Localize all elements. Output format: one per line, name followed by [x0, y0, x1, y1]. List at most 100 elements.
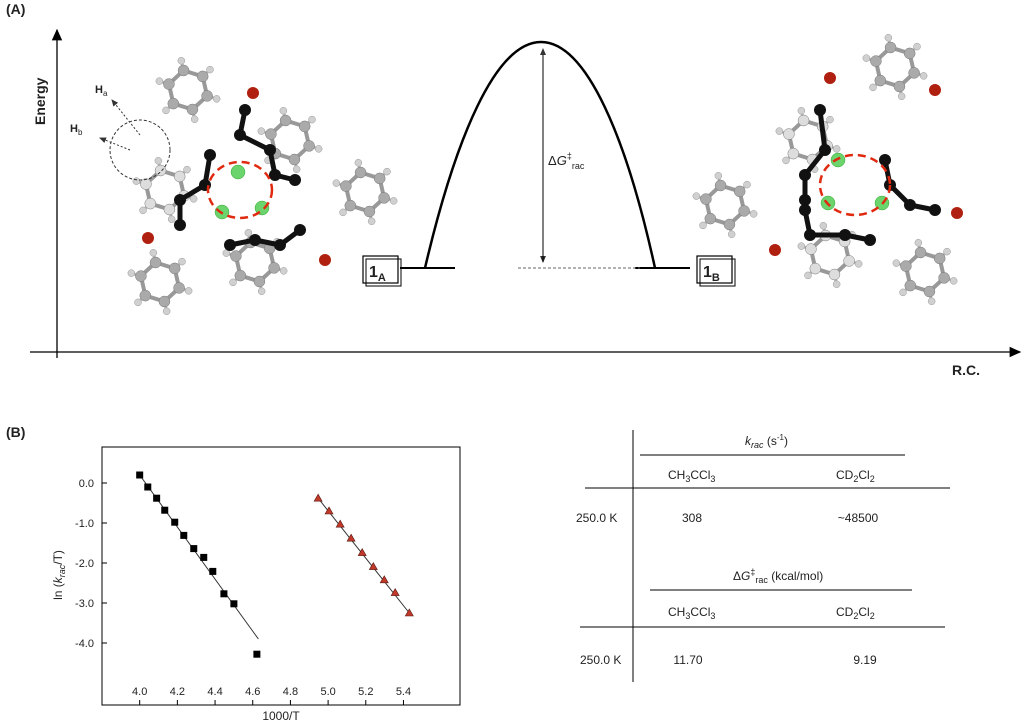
x-tick-label: 5.0	[320, 686, 335, 698]
column-header: CH3CCl3	[668, 605, 715, 621]
point	[313, 493, 323, 502]
point	[180, 531, 188, 539]
h-arrow	[99, 137, 131, 151]
atom	[184, 287, 193, 295]
atom	[224, 239, 236, 251]
atom	[257, 287, 266, 296]
atom	[783, 128, 795, 140]
atom	[929, 204, 941, 216]
x-axis-label: R.C.	[952, 362, 980, 378]
atom	[919, 72, 928, 80]
atom	[234, 129, 246, 141]
state-b-label: 1B	[703, 264, 720, 284]
atom	[127, 269, 136, 277]
point	[335, 519, 345, 528]
atom	[269, 169, 281, 181]
atom	[257, 127, 266, 135]
atom	[738, 205, 750, 217]
atom	[927, 297, 936, 306]
atom	[892, 259, 901, 267]
atom	[923, 285, 936, 298]
atom	[268, 262, 280, 274]
x-tick-label: 5.2	[358, 686, 373, 698]
atom	[239, 104, 251, 116]
atom	[714, 171, 723, 180]
highlight-circle	[109, 119, 171, 181]
atom	[900, 260, 912, 272]
panel-label: (B)	[6, 424, 25, 440]
atom	[723, 218, 736, 231]
atom	[177, 64, 190, 77]
x-tick-label: 4.8	[283, 686, 298, 698]
atom	[189, 195, 198, 203]
atom	[139, 206, 147, 215]
point	[200, 553, 208, 561]
atom	[904, 199, 916, 211]
point	[171, 518, 179, 526]
atom	[869, 83, 877, 92]
y-tick-label: -4.0	[75, 638, 94, 650]
atom	[854, 260, 863, 268]
point	[136, 471, 144, 479]
atom	[163, 78, 175, 90]
x-tick-label: 4.6	[245, 686, 260, 698]
atom	[832, 145, 841, 153]
atom	[914, 246, 927, 259]
atom	[139, 289, 152, 302]
point	[209, 567, 217, 575]
atom	[775, 127, 784, 135]
h-b-label: Hb	[70, 123, 83, 137]
point	[190, 545, 198, 553]
atom	[914, 238, 923, 247]
atom	[249, 234, 261, 246]
point	[253, 650, 261, 658]
atom	[383, 167, 391, 176]
atom	[314, 145, 323, 153]
atom	[354, 158, 363, 167]
atom	[274, 239, 286, 251]
cavity	[206, 160, 274, 220]
point	[161, 506, 169, 514]
atom	[704, 212, 717, 225]
atom	[206, 65, 214, 74]
y-tick-label: -3.0	[75, 598, 94, 610]
x-tick-label: 4.0	[132, 686, 147, 698]
atom	[804, 271, 812, 280]
atom	[144, 197, 157, 210]
state-box-shadow	[699, 258, 736, 287]
state-box	[696, 255, 733, 284]
atom	[799, 169, 811, 181]
atom	[158, 295, 171, 308]
atom	[212, 95, 221, 103]
x-axis-label: 1000/T	[262, 709, 300, 722]
oxygen	[824, 72, 836, 84]
bond	[817, 109, 828, 151]
atom	[167, 97, 180, 110]
atom	[154, 156, 163, 165]
atom	[782, 156, 790, 165]
x-tick-label: 5.4	[396, 686, 411, 698]
atom	[389, 197, 398, 205]
atom	[749, 210, 758, 218]
state-a-label: 1A	[369, 264, 386, 284]
energy-curve	[423, 40, 657, 269]
atom	[714, 179, 727, 192]
atom	[843, 255, 855, 267]
cell: 11.70	[673, 653, 702, 667]
atom	[899, 288, 907, 297]
atom	[289, 174, 301, 186]
cavity	[818, 153, 892, 217]
atom	[700, 193, 712, 205]
atom	[908, 67, 920, 79]
atom	[173, 170, 186, 183]
atom	[809, 262, 822, 275]
atom	[699, 221, 707, 230]
point	[379, 575, 389, 584]
atom	[819, 144, 831, 156]
atom	[279, 114, 292, 127]
atom	[178, 257, 186, 266]
atom	[229, 278, 237, 287]
atom	[933, 252, 946, 265]
atom	[805, 243, 817, 255]
atom	[173, 282, 185, 294]
